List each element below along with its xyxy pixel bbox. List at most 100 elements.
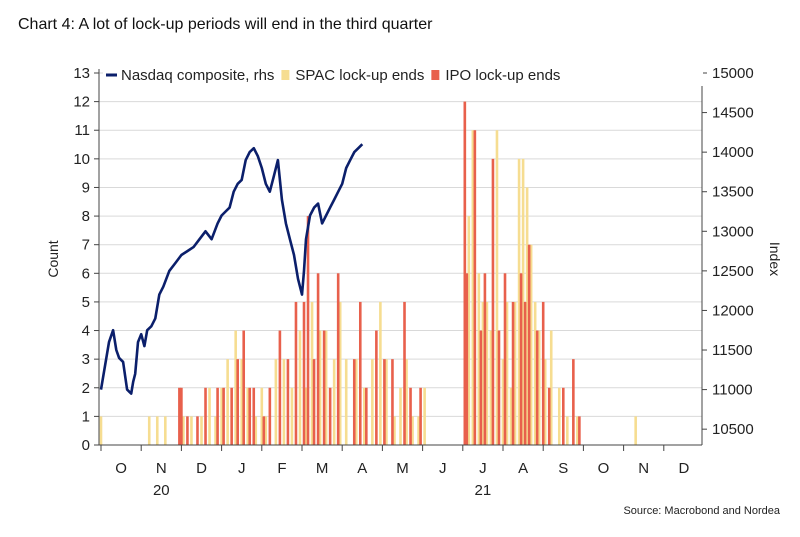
spac-bar — [363, 387, 366, 445]
x-tick-label: O — [598, 460, 610, 477]
ipo-bar — [465, 273, 469, 445]
source-note: Source: Macrobond and Nordea — [623, 505, 780, 517]
spac-bar — [182, 416, 185, 445]
ipo-bar — [523, 301, 527, 445]
left-tick-label: 4 — [82, 323, 90, 340]
spac-bar — [566, 416, 569, 445]
spac-bar — [190, 416, 193, 445]
ipo-bar — [375, 330, 378, 445]
ipo-bar — [268, 387, 272, 445]
spac-bar — [147, 416, 151, 445]
spac-bar — [517, 158, 521, 445]
left-tick-label: 13 — [73, 65, 90, 82]
legend-label: Nasdaq composite, rhs — [121, 67, 274, 84]
ipo-bar — [352, 359, 356, 445]
ipo-bar — [547, 387, 551, 445]
ipo-bar — [578, 416, 581, 445]
ipo-bar — [572, 359, 575, 445]
legend: Nasdaq composite, rhs SPAC lock-up ends IP… — [103, 64, 703, 86]
spac-bar — [525, 187, 529, 445]
ipo-bar — [242, 330, 246, 445]
spac-bar — [489, 330, 493, 445]
right-tick-label: 15000 — [712, 65, 754, 82]
ipo-bar — [180, 387, 183, 445]
legend-label: IPO lock-up ends — [445, 67, 560, 84]
ipo-bar — [479, 330, 483, 445]
spac-bar — [501, 359, 505, 445]
spac-bar — [304, 387, 308, 445]
ipo-bar — [409, 387, 412, 445]
spac-bar — [354, 359, 358, 445]
ipo-bar — [278, 330, 282, 445]
spac-bar — [471, 130, 475, 445]
spac-bar — [274, 359, 278, 445]
legend-label: SPAC lock-up ends — [295, 67, 424, 84]
spac-bar — [405, 359, 408, 445]
gridlines — [99, 72, 702, 446]
spac-bar — [264, 416, 268, 445]
axes: 012345678910111213Count10500110001150012… — [45, 65, 783, 499]
right-tick-label: 11500 — [712, 342, 753, 359]
spac-bar — [509, 387, 513, 445]
spac-bar — [505, 301, 509, 445]
chart-title: Chart 4: A lot of lock-up periods will e… — [18, 16, 433, 33]
left-tick-label: 1 — [82, 408, 90, 425]
spac-bar — [164, 416, 167, 445]
left-tick-label: 0 — [82, 437, 90, 454]
year-label: 20 — [153, 482, 170, 499]
spac-bar — [533, 301, 537, 445]
ipo-bar — [535, 330, 539, 445]
spac-bar — [521, 158, 525, 445]
ipo-bar — [216, 387, 219, 445]
spac-bar — [310, 301, 314, 445]
spac-bar — [298, 330, 302, 445]
right-tick-label: 13500 — [712, 184, 754, 201]
ipo-bar — [196, 416, 199, 445]
spac-bar — [200, 416, 203, 445]
left-tick-label: 11 — [74, 122, 90, 139]
spac-bar — [485, 301, 489, 445]
x-tick-label: M — [396, 460, 409, 477]
spac-bar — [529, 244, 533, 445]
x-tick-label: M — [316, 460, 329, 477]
spac-bar — [393, 416, 396, 445]
ipo-bar — [286, 359, 290, 445]
left-tick-label: 8 — [82, 208, 90, 225]
right-axis-label: Index — [767, 242, 783, 276]
x-tick-label: F — [277, 460, 286, 477]
ipo-bar — [365, 387, 368, 445]
ipo-bar — [483, 273, 487, 445]
ipo-bars — [178, 101, 581, 445]
ipo-bar — [262, 416, 266, 445]
right-tick-label: 14500 — [712, 105, 754, 122]
ipo-bar — [322, 330, 326, 445]
spac-bar — [537, 330, 541, 445]
ipo-bar — [403, 301, 406, 445]
spac-bar — [634, 416, 637, 445]
left-axis-label: Count — [45, 240, 61, 277]
left-tick-label: 12 — [73, 94, 90, 111]
spac-bar — [543, 359, 547, 445]
ipo-bar — [358, 301, 362, 445]
ipo-bar — [419, 387, 422, 445]
ipo-bar — [391, 359, 394, 445]
ipo-bar — [383, 359, 386, 445]
left-tick-label: 10 — [73, 151, 90, 168]
spac-bar — [338, 301, 342, 445]
ipo-bar — [302, 301, 306, 445]
ipo-bar — [511, 301, 515, 445]
right-tick-label: 13000 — [712, 223, 754, 240]
right-tick-label: 12000 — [712, 302, 754, 319]
spac-bar — [332, 359, 336, 445]
legend-background — [103, 64, 703, 86]
ipo-bar — [336, 273, 340, 445]
spac-bar — [282, 359, 286, 445]
left-tick-label: 7 — [82, 237, 90, 254]
right-tick-label: 12500 — [712, 263, 754, 280]
spac-bar — [226, 359, 229, 445]
right-tick-label: 11000 — [712, 382, 753, 399]
left-tick-label: 3 — [82, 351, 90, 368]
x-tick-label: J — [238, 460, 246, 477]
spac-bar — [481, 301, 485, 445]
spac-bar — [260, 387, 264, 445]
